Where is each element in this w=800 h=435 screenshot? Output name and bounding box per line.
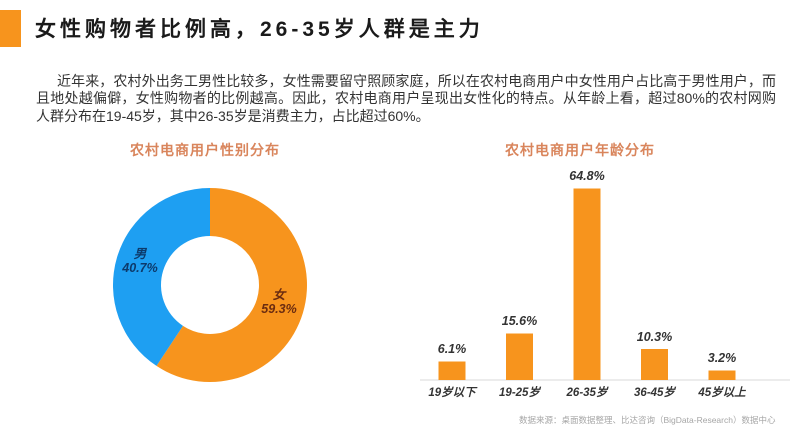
svg-text:15.6%: 15.6%	[502, 314, 537, 328]
svg-text:女: 女	[273, 288, 287, 302]
svg-text:19岁以下: 19岁以下	[428, 386, 478, 399]
svg-text:10.3%: 10.3%	[637, 330, 672, 344]
svg-text:6.1%: 6.1%	[438, 342, 467, 356]
svg-text:36-45岁: 36-45岁	[634, 386, 676, 399]
svg-text:45岁以上: 45岁以上	[697, 386, 746, 399]
svg-text:59.3%: 59.3%	[261, 302, 296, 316]
svg-text:3.2%: 3.2%	[708, 351, 737, 365]
svg-text:64.8%: 64.8%	[569, 169, 604, 183]
svg-text:40.7%: 40.7%	[121, 261, 157, 275]
svg-text:26-35岁: 26-35岁	[566, 386, 609, 399]
svg-text:19-25岁: 19-25岁	[499, 386, 541, 399]
svg-text:男: 男	[134, 247, 148, 261]
